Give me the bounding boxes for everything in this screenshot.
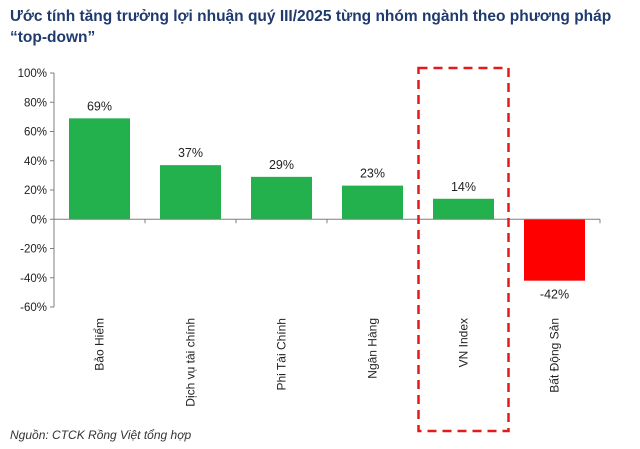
source-note: Nguồn: CTCK Rồng Việt tổng hợp xyxy=(10,428,192,442)
y-tick-label: -60% xyxy=(20,302,47,314)
category-labels: Bảo Hiểm Dịch vụ tài chính Phi Tài Chính Ng… xyxy=(93,318,562,407)
data-label: -42% xyxy=(540,288,569,302)
chart-title: Ước tính tăng trưởng lợi nhuận quý III/2… xyxy=(10,8,612,46)
highlight-box-group xyxy=(417,66,510,433)
x-tick-label: Ngân Hàng xyxy=(366,318,380,379)
data-label: 14% xyxy=(451,180,476,194)
x-tick-label: Dịch vụ tài chính xyxy=(184,318,198,407)
x-tick-label: Bảo Hiểm xyxy=(93,318,107,371)
y-tick-label: 60% xyxy=(24,127,47,139)
bar xyxy=(433,198,494,220)
y-tick-label: 40% xyxy=(24,156,47,168)
highlight-box xyxy=(417,66,510,433)
y-tick-label: 20% xyxy=(24,185,47,197)
bar xyxy=(251,176,312,220)
data-label: 23% xyxy=(360,167,385,181)
data-label: 37% xyxy=(178,146,203,160)
y-tick-label: -20% xyxy=(20,244,47,256)
x-tick-label: Bất Động Sản xyxy=(548,318,562,393)
bar xyxy=(69,118,130,220)
x-tick-label: VN Index xyxy=(457,318,471,367)
value-labels: 69% 37% 29% 23% 14% -42% xyxy=(87,99,569,301)
bar xyxy=(524,219,585,281)
y-tick-label: 80% xyxy=(24,97,47,109)
bar xyxy=(160,165,221,220)
y-tick-label: 0% xyxy=(30,214,47,226)
bars xyxy=(69,118,585,281)
x-axis xyxy=(53,218,601,224)
x-tick-label: Phi Tài Chính xyxy=(275,318,289,391)
y-axis: 100% 80% 60% 40% 20% 0% -20% -40% -60% xyxy=(18,68,55,314)
data-label: 69% xyxy=(87,99,112,113)
bar xyxy=(342,185,403,220)
y-tick-label: -40% xyxy=(20,273,47,285)
y-tick-label: 100% xyxy=(18,68,47,80)
data-label: 29% xyxy=(269,158,294,172)
